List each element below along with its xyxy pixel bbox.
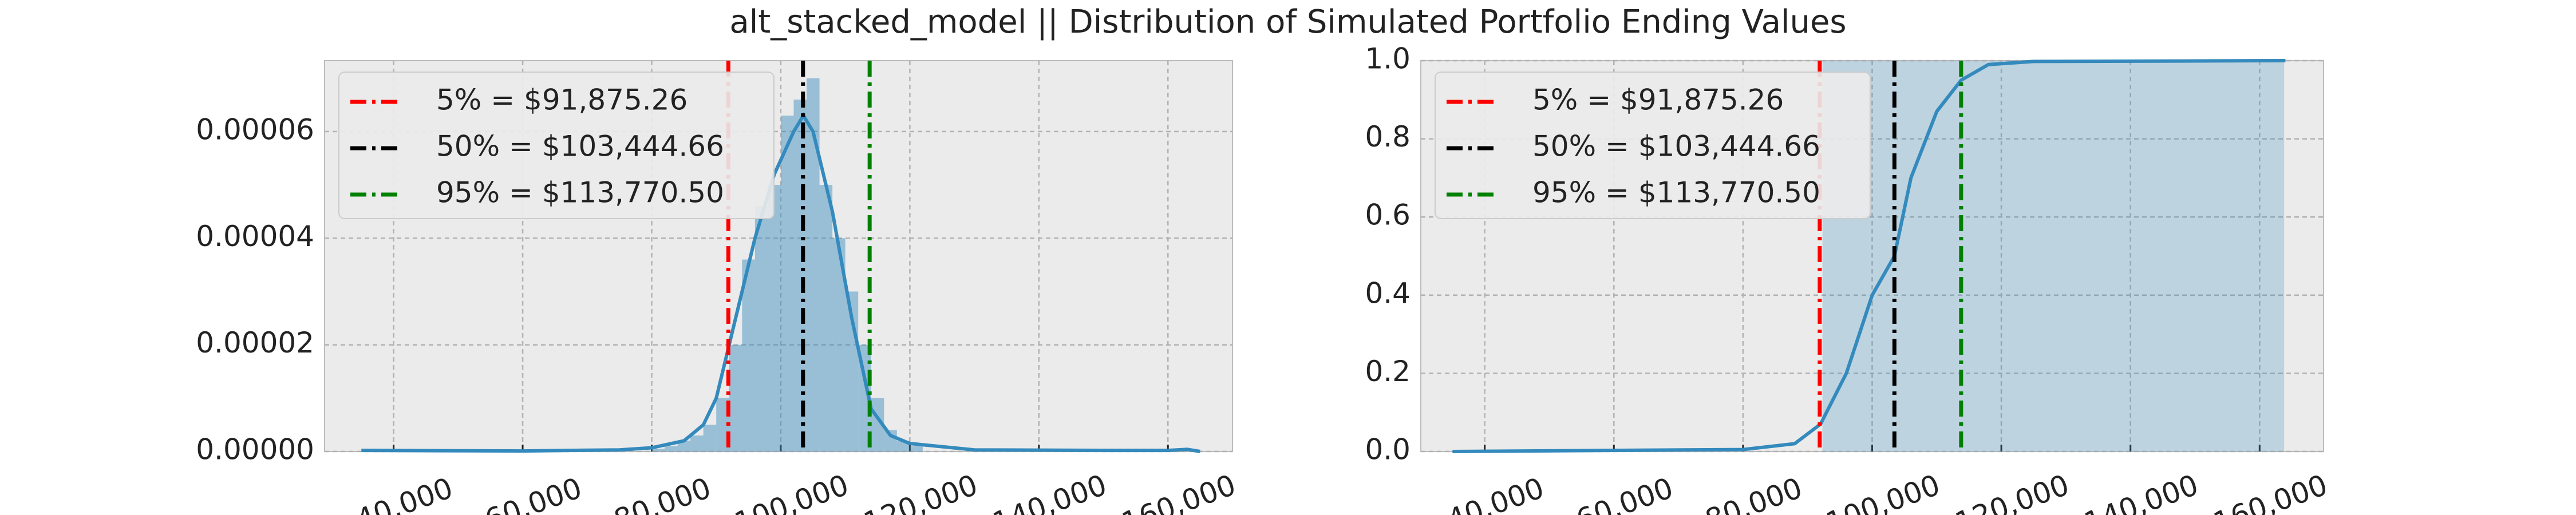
bar (729, 344, 742, 451)
y-tick-label: 0.00006 (196, 113, 314, 146)
x-tick-label: 40,000 (351, 472, 457, 515)
x-tick-label: 60,000 (481, 472, 586, 515)
x-tick-label: 160,000 (1117, 468, 1240, 515)
y-tick-label: 0.00002 (196, 326, 314, 359)
x-tick-label: 120,000 (859, 468, 982, 515)
bar (665, 446, 678, 451)
bar (690, 435, 704, 451)
x-tick-label: 160,000 (2209, 468, 2332, 515)
y-tick-label: 1.0 (1365, 42, 1411, 76)
bar (742, 259, 755, 451)
bar (780, 115, 794, 452)
figure-title: alt_stacked_model || Distribution of Sim… (729, 3, 1846, 41)
x-tick-label: 140,000 (2080, 468, 2202, 515)
bar (807, 78, 820, 452)
x-tick-label: 100,000 (730, 468, 853, 515)
bar (768, 185, 781, 451)
x-tick-label: 80,000 (610, 472, 715, 515)
x-tick-label: 100,000 (1822, 468, 1944, 515)
x-tick-label: 120,000 (1951, 468, 2073, 515)
legend-box (1435, 72, 1871, 219)
bar (754, 206, 768, 451)
x-tick-label: 60,000 (1572, 472, 1677, 515)
bar (819, 185, 833, 451)
bar (716, 398, 729, 451)
legend-label: 95% = $113,770.50 (436, 176, 724, 209)
legend-label: 5% = $91,875.26 (1532, 84, 1784, 117)
legend-label: 95% = $113,770.50 (1532, 176, 1820, 209)
bar (832, 238, 846, 451)
y-tick-label: 0.4 (1365, 276, 1411, 310)
legend-label: 50% = $103,444.66 (436, 130, 724, 163)
bar (910, 446, 923, 451)
x-tick-label: 40,000 (1443, 472, 1548, 515)
fill-area (1822, 61, 2285, 451)
x-tick-label: 80,000 (1701, 472, 1807, 515)
bar (651, 449, 665, 451)
y-tick-label: 0.00004 (196, 220, 314, 253)
y-tick-label: 0.8 (1365, 120, 1411, 153)
y-tick-label: 0.0 (1365, 433, 1411, 466)
y-tick-label: 0.00000 (196, 433, 314, 466)
bar (703, 425, 717, 451)
legend-label: 50% = $103,444.66 (1532, 130, 1820, 163)
bar (677, 441, 691, 451)
y-tick-label: 0.6 (1365, 199, 1411, 232)
y-tick-label: 0.2 (1365, 355, 1411, 388)
bar (793, 100, 807, 452)
x-tick-label: 140,000 (989, 468, 1111, 515)
legend-box (338, 72, 775, 219)
legend-label: 5% = $91,875.26 (436, 84, 688, 117)
